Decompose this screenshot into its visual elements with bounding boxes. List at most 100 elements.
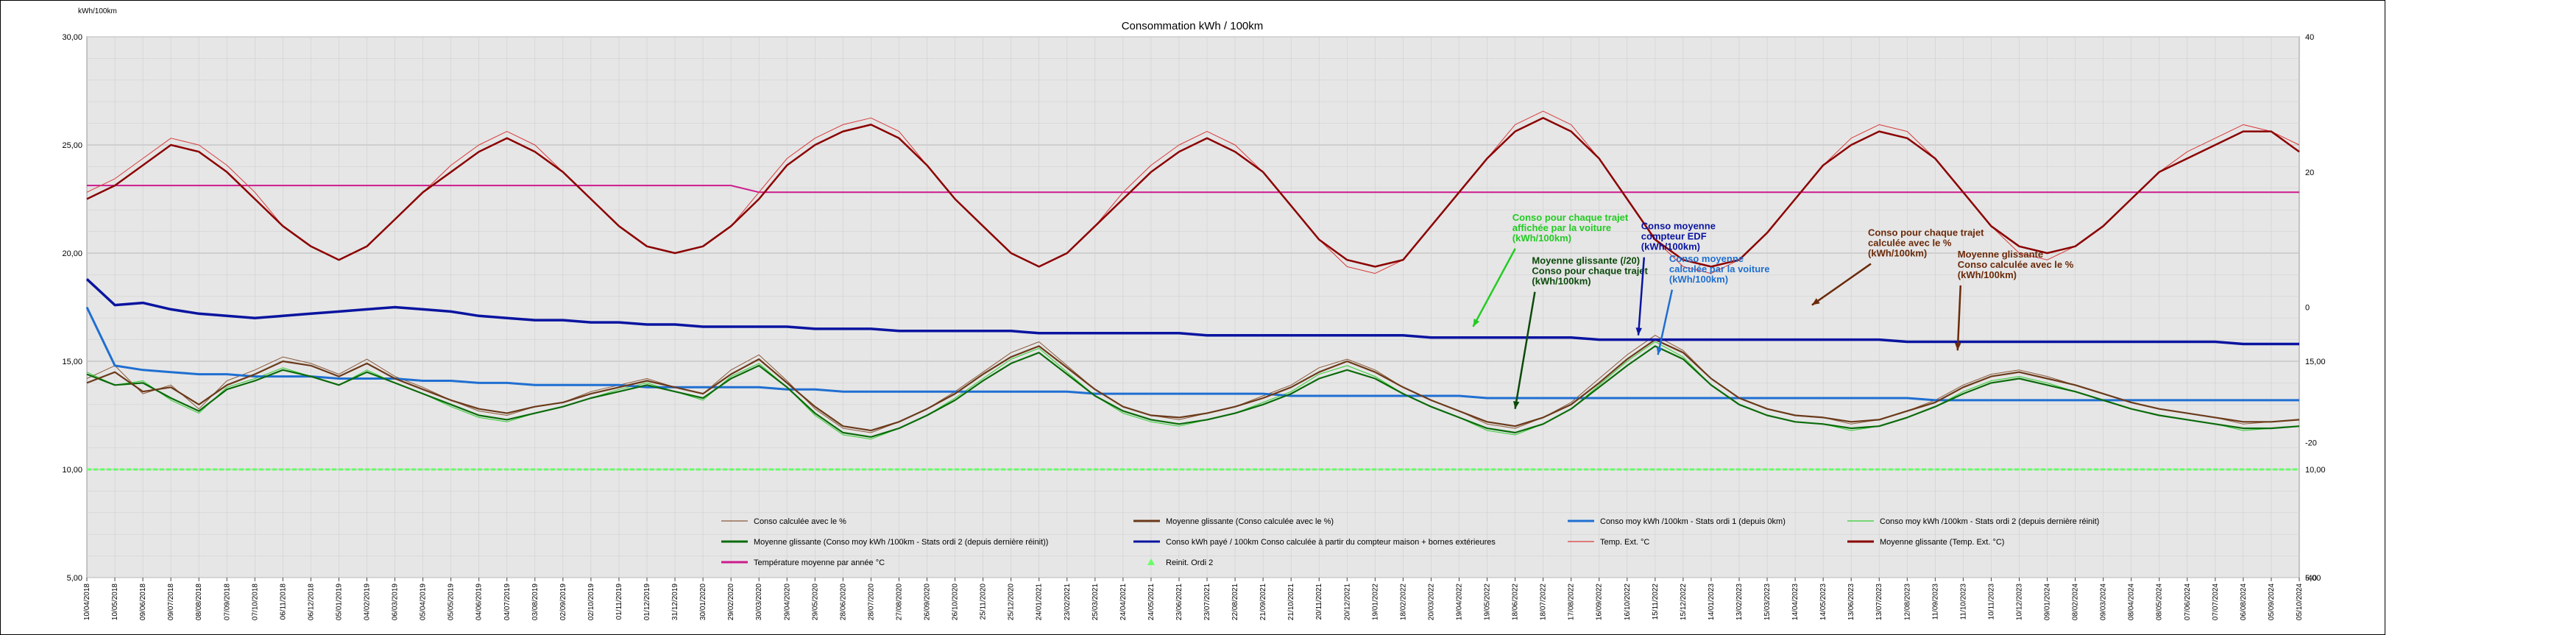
x-tick-label: 05/04/2019 [420, 583, 428, 620]
annotation-text: Conso pour chaque trajet [1532, 266, 1648, 277]
annotation-text: (kWh/100km) [1512, 233, 1571, 244]
series-line [86, 117, 2300, 268]
x-tick-label: 23/07/2021 [1203, 583, 1211, 620]
y-tick-label: 15,00 [62, 358, 82, 366]
x-tick-label: 15/12/2022 [1680, 583, 1688, 620]
x-tick-label: 18/06/2022 [1512, 583, 1520, 620]
x-tick-label: 24/05/2021 [1147, 583, 1156, 620]
annotation-text: (kWh/100km) [1641, 241, 1700, 252]
x-tick-label: 01/12/2019 [643, 583, 651, 620]
legend-label: Conso kWh payé / 100km Conso calculée à … [1166, 538, 1496, 547]
annotation-text: Conso moyenne [1669, 253, 1744, 264]
y2-tick-label: -40 [2305, 574, 2317, 583]
legend: Conso calculée avec le % Moyenne glissant… [721, 517, 2099, 567]
annotation-text: (kWh/100km) [1669, 274, 1728, 285]
annotation-text: Moyenne glissante [1958, 249, 2043, 260]
x-tick-label: 27/08/2020 [895, 583, 903, 620]
x-tick-label: 05/05/2019 [447, 583, 456, 620]
grid-lines [86, 36, 2300, 578]
x-tick-label: 20/11/2021 [1315, 583, 1323, 620]
annotation-arrowhead [1635, 327, 1642, 336]
y2-tick-label: 20 [2305, 168, 2314, 177]
y-tick-label: 20,00 [62, 249, 82, 258]
annotation-text: Conso calculée avec le % [1958, 259, 2074, 270]
y2-tick-label: -20 [2305, 439, 2317, 447]
x-tick-label: 29/04/2020 [783, 583, 791, 620]
chart-title: Consommation kWh / 100km [1122, 20, 1264, 32]
legend-label: Conso calculée avec le % [754, 517, 846, 526]
annotation-text: Conso pour chaque trajet [1512, 212, 1629, 223]
y2-kwh-tick-label: 15,00 [2305, 358, 2326, 366]
x-tick-label: 19/01/2022 [1371, 583, 1379, 620]
series-line [86, 338, 2300, 432]
x-tick-label: 01/11/2019 [615, 583, 623, 620]
legend-marker [1147, 558, 1155, 565]
series-line [85, 306, 2299, 402]
x-tick-label: 18/07/2022 [1540, 583, 1548, 620]
y-axis-unit-label: kWh/100km [78, 7, 117, 15]
x-tick-label: 10/04/2018 [83, 583, 91, 620]
annotation-text: calculée par la voiture [1669, 263, 1770, 274]
annotation-text: Conso moyenne [1641, 221, 1716, 232]
annotation-text: compteur EDF [1641, 231, 1707, 242]
x-tick-label: 09/07/2018 [167, 583, 175, 620]
x-tick-label: 14/04/2023 [1791, 583, 1800, 620]
x-tick-label: 10/05/2018 [111, 583, 119, 620]
annotation-arrowhead [1811, 298, 1820, 305]
y2-kwh-tick-label: 5,00 [2305, 574, 2321, 583]
x-tick-label: 23/06/2021 [1175, 583, 1183, 620]
y-tick-label: 5,00 [67, 574, 82, 583]
x-tick-label: 02/10/2019 [587, 583, 595, 620]
x-tick-label: 20/12/2021 [1343, 583, 1351, 620]
series-line [85, 278, 2299, 346]
x-tick-label: 11/10/2023 [1959, 583, 1967, 620]
x-tick-label: 03/08/2019 [531, 583, 539, 620]
annotation-text: calculée avec le % [1868, 237, 1952, 248]
x-tick-label: 06/08/2024 [2240, 583, 2248, 620]
x-tick-label: 15/03/2023 [1763, 583, 1772, 620]
x-tick-label: 25/03/2021 [1091, 583, 1100, 620]
x-tick-label: 24/01/2021 [1036, 583, 1044, 620]
x-tick-label: 19/04/2022 [1455, 583, 1463, 620]
annotation-arrow [1472, 248, 1516, 327]
series-line [87, 185, 2299, 194]
y-tick-label: 10,00 [62, 466, 82, 475]
annotation-text: (kWh/100km) [1868, 247, 1927, 258]
legend-label: Reinit. Ordi 2 [1166, 558, 1213, 567]
legend-label: Conso moy kWh /100km - Stats ordi 2 (dep… [1880, 517, 2099, 526]
annotation-text: (kWh/100km) [1532, 276, 1590, 287]
annotation-text: affichée par la voiture [1512, 222, 1611, 233]
y-axis-right: -40 -20 0 20 40 5,00 10,00 15,00 [2305, 33, 2326, 583]
x-tick-label: 22/08/2021 [1231, 583, 1239, 620]
annotation-arrow [1514, 291, 1536, 409]
x-tick-label: 09/03/2024 [2100, 583, 2108, 620]
y-tick-label: 30,00 [62, 33, 82, 42]
x-tick-label: 04/07/2019 [503, 583, 512, 620]
x-tick-label: 05/10/2024 [2296, 583, 2304, 620]
x-tick-label: 16/10/2022 [1624, 583, 1632, 620]
x-tick-label: 16/09/2022 [1596, 583, 1604, 620]
x-tick-label: 30/03/2020 [755, 583, 763, 620]
y-tick-label: 25,00 [62, 141, 82, 150]
annotation-text: (kWh/100km) [1958, 269, 2017, 280]
x-tick-label: 10/11/2023 [1987, 583, 1995, 620]
series-line [86, 345, 2300, 439]
x-tick-label: 28/07/2020 [867, 583, 875, 620]
x-tick-label: 07/10/2018 [251, 583, 259, 620]
legend-label: Moyenne glissante (Conso moy kWh /100km … [754, 538, 1048, 547]
x-tick-label: 25/12/2020 [1008, 583, 1016, 620]
x-tick-label: 18/02/2022 [1399, 583, 1407, 620]
legend-label: Température moyenne par année °C [754, 558, 885, 567]
x-tick-label: 13/02/2023 [1735, 583, 1744, 620]
x-tick-label: 26/10/2020 [952, 583, 960, 620]
x-tick-label: 04/02/2019 [364, 583, 372, 620]
annotation-arrow [1657, 289, 1674, 355]
annotation-text: Moyenne glissante (/20) [1532, 255, 1640, 266]
x-tick-label: 14/01/2023 [1708, 583, 1716, 620]
y2-kwh-tick-label: 10,00 [2305, 466, 2326, 475]
x-tick-label: 25/11/2020 [980, 583, 988, 620]
series-layer [85, 110, 2300, 471]
legend-label: Conso moy kWh /100km - Stats ordi 1 (dep… [1600, 517, 1786, 526]
